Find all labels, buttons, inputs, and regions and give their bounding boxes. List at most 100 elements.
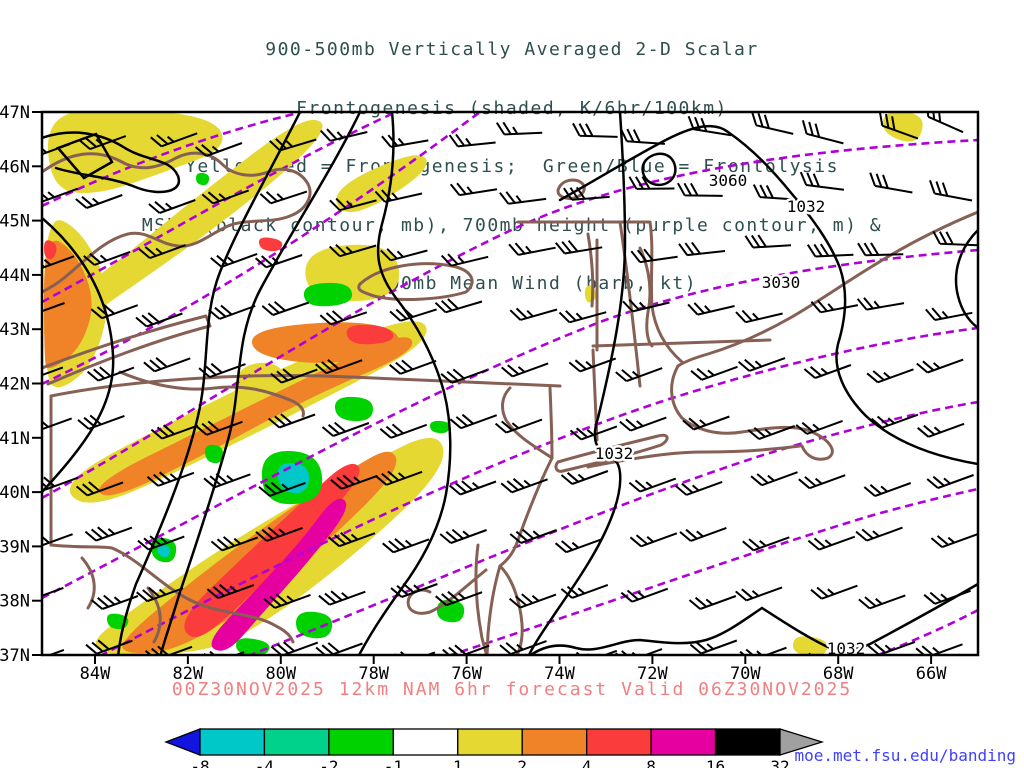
- mslp-contour: [159, 112, 362, 655]
- wind-barb: [270, 641, 319, 655]
- wind-barb: [144, 645, 193, 655]
- colorbar-value-label: 2: [517, 757, 527, 768]
- coastline: [548, 386, 554, 460]
- wind-barb: [261, 300, 310, 316]
- wind-barb: [382, 538, 430, 554]
- wind-barb: [620, 587, 669, 603]
- wind-barb: [195, 420, 243, 436]
- wind-barb: [254, 254, 303, 269]
- coastline: [80, 556, 96, 610]
- wind-barb: [448, 480, 497, 496]
- wind-barb: [795, 419, 843, 435]
- lat-axis-label: 42N: [0, 375, 30, 395]
- wind-barb: [210, 536, 259, 552]
- lon-axis-label: 68W: [823, 664, 854, 684]
- wind-barb: [560, 583, 609, 599]
- wind-barb: [798, 474, 846, 490]
- mslp-contour: [116, 112, 302, 655]
- wind-barb: [737, 357, 786, 372]
- wind-barb: [735, 309, 783, 324]
- wind-barb: [389, 359, 437, 375]
- colorbar-segment: [586, 728, 652, 756]
- wind-barb: [509, 307, 558, 321]
- mslp-contour: [357, 112, 452, 655]
- wind-barb: [381, 134, 429, 148]
- wind-barb: [263, 593, 311, 609]
- wind-barb: [803, 364, 852, 379]
- wind-barb: [499, 640, 547, 655]
- wind-barb: [315, 359, 363, 375]
- lon-axis-label: 82W: [173, 664, 204, 684]
- wind-barb: [494, 418, 543, 434]
- wind-barb: [863, 482, 912, 497]
- lon-axis-label: 72W: [637, 664, 668, 684]
- wind-barb: [138, 244, 186, 260]
- wind-barb: [255, 526, 303, 542]
- coastline: [42, 151, 312, 294]
- coastline: [49, 374, 562, 398]
- wind-barb: [929, 179, 973, 202]
- lon-axis-label: 76W: [451, 664, 482, 684]
- wind-barb: [810, 299, 859, 314]
- mslp-contour: [528, 582, 978, 655]
- contour-label: 3060: [709, 171, 748, 190]
- height-contour-700mb: [42, 138, 978, 500]
- wind-barb: [570, 649, 618, 655]
- wind-barb: [380, 248, 428, 262]
- lon-axis-label: 70W: [730, 664, 761, 684]
- wind-barb: [210, 252, 258, 268]
- wind-barb: [42, 366, 64, 377]
- wind-barb: [389, 306, 437, 322]
- lon-axis-label: 80W: [265, 664, 296, 684]
- wind-barb: [42, 143, 71, 156]
- wind-barb: [752, 184, 798, 201]
- wind-barb: [500, 478, 548, 494]
- shaded-region: [346, 324, 394, 345]
- wind-barb: [688, 595, 737, 610]
- shaded-region: [258, 237, 283, 252]
- wind-barb: [42, 476, 79, 492]
- wind-barb: [439, 528, 487, 544]
- wind-barb: [930, 533, 978, 549]
- shaded-region: [44, 240, 92, 369]
- wind-barb: [856, 297, 905, 311]
- wind-barb: [42, 417, 73, 431]
- website-link[interactable]: moe.met.fsu.edu/banding: [794, 746, 1016, 765]
- colorbar-value-label: 8: [646, 757, 656, 768]
- lat-axis-label: 43N: [0, 320, 30, 340]
- wind-barb: [687, 115, 732, 137]
- wind-barb: [569, 425, 618, 441]
- lon-axis-label: 78W: [358, 664, 389, 684]
- contour-label: 1032: [787, 197, 826, 216]
- wind-barb: [682, 415, 730, 431]
- wind-barb: [555, 239, 603, 255]
- shaded-region: [157, 544, 171, 558]
- coastline: [516, 220, 684, 364]
- mslp-contour: [954, 228, 978, 330]
- wind-barb: [615, 367, 663, 383]
- wind-barb: [319, 128, 368, 142]
- wind-barb: [742, 536, 790, 552]
- wind-barb: [379, 423, 428, 439]
- shaded-region: [334, 396, 374, 422]
- shaded-region: [430, 420, 451, 434]
- wind-barb: [799, 171, 845, 191]
- wind-barb: [619, 416, 667, 432]
- wind-barb: [677, 182, 723, 197]
- wind-barb: [208, 304, 256, 320]
- wind-barb: [630, 248, 678, 264]
- coastline: [586, 444, 802, 469]
- wind-barb: [689, 639, 738, 655]
- coastline: [501, 386, 554, 460]
- height-contour-700mb: [875, 608, 978, 655]
- coastline: [498, 564, 524, 655]
- wind-barb: [90, 303, 139, 320]
- shaded-region: [211, 498, 347, 651]
- colorbar-segment: [199, 728, 266, 756]
- wind-barb: [926, 112, 964, 134]
- shaded-region: [296, 611, 333, 639]
- coastline: [474, 543, 489, 655]
- wind-barb: [750, 471, 798, 487]
- wind-barb: [867, 640, 916, 655]
- colorbar-value-label: 1: [453, 757, 463, 768]
